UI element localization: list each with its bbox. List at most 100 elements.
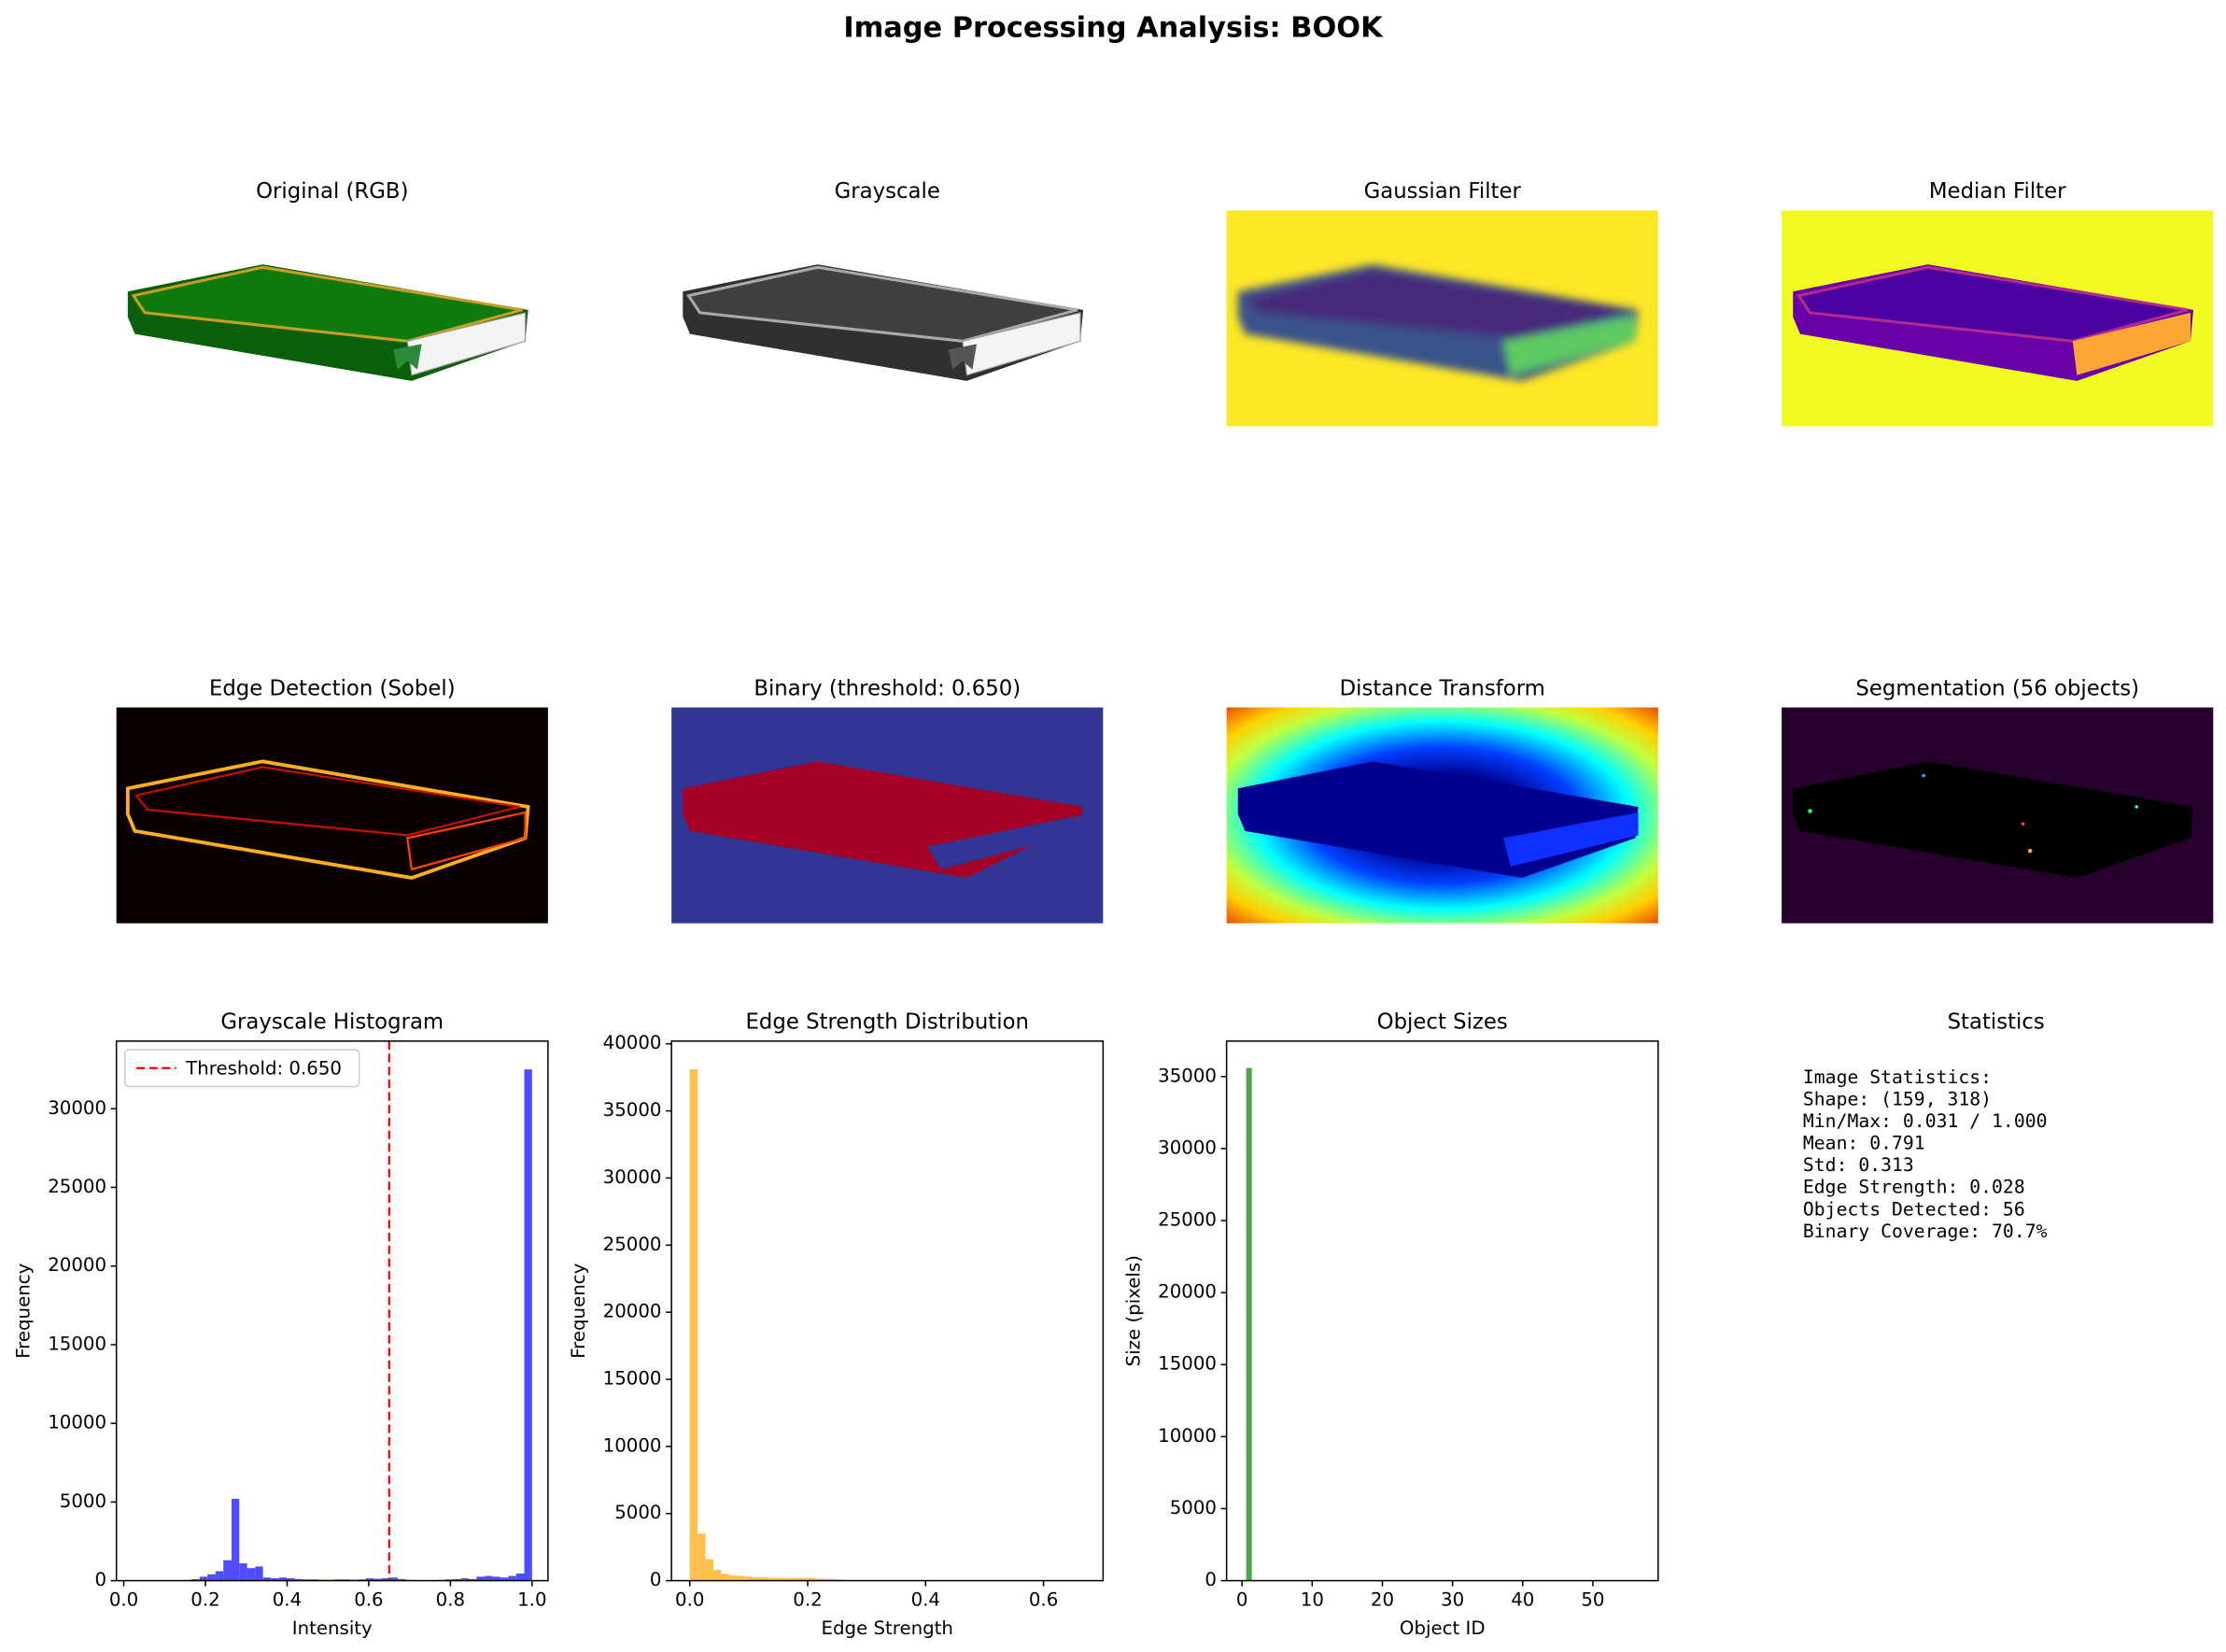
- x-axis-label: Object ID: [1400, 1617, 1486, 1639]
- image-distance: [1226, 707, 1658, 924]
- hist-bar: [689, 1069, 698, 1581]
- x-axis-label: Intensity: [292, 1617, 373, 1639]
- x-tick-label: 0.2: [793, 1588, 822, 1610]
- hist-bar: [476, 1576, 486, 1581]
- axes-frame: [1225, 1040, 1659, 1582]
- x-tick-label: 0.8: [436, 1588, 465, 1610]
- image-title: Gaussian Filter: [1364, 179, 1522, 204]
- image-title: Median Filter: [1929, 179, 2066, 204]
- chart-title: Edge Strength Distribution: [746, 1010, 1029, 1035]
- x-tick-label: 0: [1236, 1588, 1248, 1610]
- image-original: [127, 264, 528, 381]
- hist-bar: [800, 1577, 809, 1581]
- hist-bar: [389, 1577, 398, 1581]
- x-tick-label: 0.6: [1029, 1588, 1058, 1610]
- hist-bar: [373, 1578, 382, 1581]
- y-tick-label: 40000: [603, 1032, 662, 1053]
- image-title: Binary (threshold: 0.650): [754, 676, 1021, 700]
- hist-bar: [485, 1575, 493, 1581]
- y-tick-label: 25000: [48, 1176, 106, 1197]
- image-title: Distance Transform: [1340, 676, 1545, 700]
- hist-bar: [397, 1578, 406, 1581]
- hist-bar: [255, 1566, 263, 1581]
- y-tick-label: 5000: [60, 1490, 106, 1512]
- hist-bar: [776, 1577, 785, 1581]
- hist-bar: [294, 1578, 303, 1581]
- hist-bar: [452, 1578, 461, 1581]
- hist-bar: [744, 1576, 754, 1581]
- stats-line: Edge Strength: 0.028: [1803, 1177, 2025, 1198]
- x-axis-label: Edge Strength: [822, 1617, 953, 1639]
- y-tick-label: 15000: [1158, 1353, 1217, 1375]
- image-grayscale: [683, 264, 1084, 381]
- stats-line: Std: 0.313: [1803, 1154, 1914, 1176]
- stats-title: Statistics: [1948, 1010, 2045, 1035]
- hist-bar: [223, 1560, 232, 1581]
- y-tick-label: 35000: [1158, 1065, 1217, 1086]
- image-title: Edge Detection (Sobel): [209, 676, 456, 700]
- y-tick-label: 25000: [603, 1234, 662, 1255]
- hist-bar: [760, 1577, 769, 1581]
- y-tick-label: 15000: [48, 1333, 106, 1354]
- y-tick-label: 35000: [603, 1099, 662, 1121]
- y-tick-label: 20000: [603, 1301, 662, 1322]
- image-binary: [671, 707, 1104, 924]
- y-tick-label: 20000: [1158, 1281, 1217, 1303]
- stats-line: Min/Max: 0.031 / 1.000: [1803, 1110, 2048, 1132]
- x-tick-label: 10: [1301, 1588, 1324, 1610]
- axes-frame: [670, 1040, 1105, 1582]
- stats-line: Objects Detected: 56: [1803, 1198, 2025, 1220]
- y-tick-label: 30000: [1158, 1137, 1217, 1158]
- hist-bar: [524, 1069, 532, 1581]
- hist-bar: [239, 1563, 247, 1581]
- hist-bar: [381, 1578, 390, 1581]
- y-tick-label: 30000: [48, 1097, 106, 1119]
- hist-bar: [808, 1577, 817, 1581]
- image-title: Segmentation (56 objects): [1855, 676, 2139, 700]
- y-axis-label: Frequency: [568, 1263, 589, 1358]
- hist-bar: [729, 1574, 738, 1581]
- hist-bar: [199, 1576, 208, 1581]
- hist-bar: [492, 1576, 500, 1581]
- image-edges: [116, 707, 548, 924]
- hist-bar: [768, 1577, 777, 1581]
- hist-bar: [713, 1570, 722, 1581]
- y-tick-label: 5000: [614, 1502, 661, 1523]
- y-tick-label: 10000: [48, 1412, 106, 1433]
- x-tick-label: 20: [1371, 1588, 1394, 1610]
- y-tick-label: 15000: [603, 1368, 662, 1390]
- image-title: Original (RGB): [256, 179, 408, 204]
- x-tick-label: 0.6: [354, 1588, 383, 1610]
- y-tick-label: 30000: [603, 1166, 662, 1188]
- legend-box: [124, 1049, 360, 1088]
- hist-bar: [697, 1533, 706, 1581]
- legend-label: Threshold: 0.650: [185, 1058, 342, 1080]
- y-tick-label: 20000: [48, 1254, 106, 1276]
- hist-bar: [508, 1575, 516, 1581]
- bar: [1246, 1067, 1252, 1581]
- y-tick-label: 10000: [603, 1434, 662, 1456]
- hist-bar: [262, 1577, 271, 1581]
- y-tick-label: 5000: [1170, 1497, 1217, 1518]
- x-tick-label: 50: [1581, 1588, 1604, 1610]
- hist-bar: [753, 1577, 761, 1581]
- x-tick-label: 0.4: [273, 1588, 302, 1610]
- stats-line: Binary Coverage: 70.7%: [1803, 1221, 2048, 1242]
- stats-line: Mean: 0.791: [1803, 1133, 1925, 1154]
- y-tick-label: 10000: [1158, 1425, 1217, 1447]
- hist-bar: [270, 1578, 279, 1581]
- image-gaussian: [1226, 210, 1658, 427]
- hist-bar: [278, 1577, 288, 1581]
- y-tick-label: 25000: [1158, 1209, 1217, 1231]
- y-tick-label: 0: [1205, 1569, 1217, 1590]
- stats-line: Shape: (159, 318): [1803, 1088, 1992, 1109]
- hist-bar: [215, 1571, 224, 1581]
- hist-bar: [365, 1578, 374, 1581]
- chart-title: Object Sizes: [1377, 1010, 1508, 1035]
- hist-bar: [737, 1575, 745, 1581]
- stats-text: Image Statistics:Shape: (159, 318)Min/Ma…: [1803, 1066, 2048, 1242]
- y-axis-label: Size (pixels): [1122, 1255, 1144, 1366]
- hist-bar: [824, 1578, 833, 1581]
